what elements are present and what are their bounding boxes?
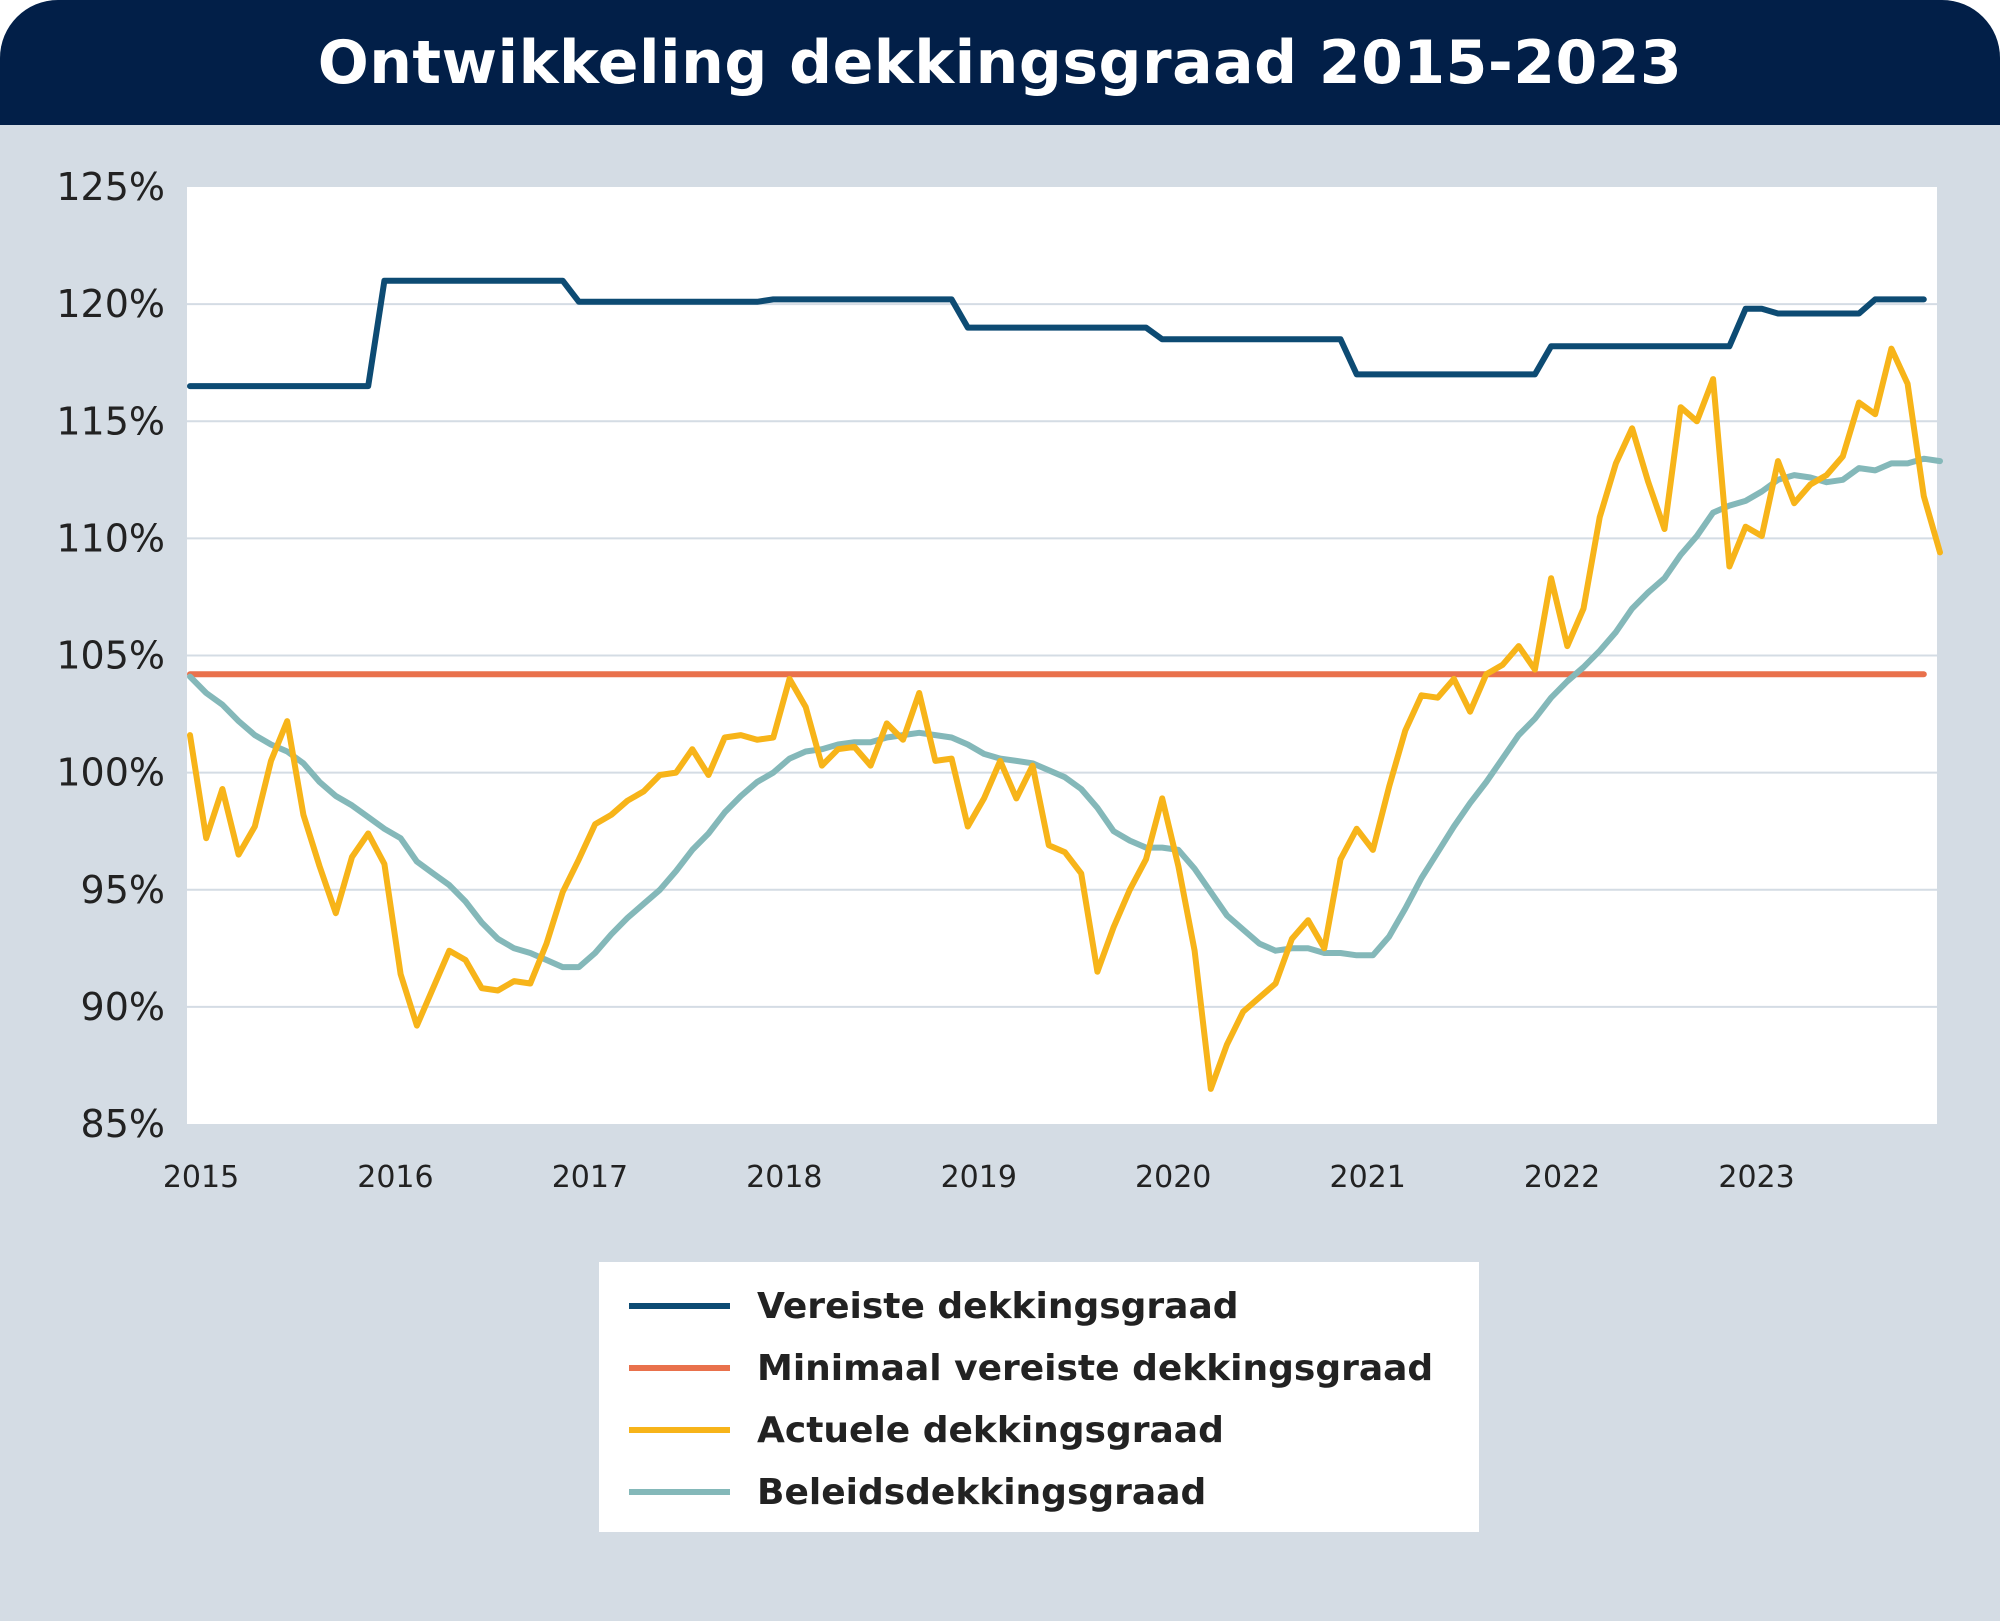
legend-swatch-minimaal: [629, 1365, 730, 1371]
x-tick-label: 2015: [163, 1160, 239, 1195]
y-tick-label: 85%: [81, 1102, 165, 1146]
chart-legend: Vereiste dekkingsgraad Minimaal vereiste…: [599, 1262, 1479, 1532]
chart-title: Ontwikkeling dekkingsgraad 2015-2023: [317, 27, 1683, 98]
x-tick-label: 2018: [746, 1160, 822, 1195]
legend-swatch-vereiste: [629, 1303, 730, 1309]
legend-item-beleids: Beleidsdekkingsgraad: [629, 1471, 1207, 1513]
y-tick-label: 110%: [56, 516, 165, 560]
legend-label-actuele: Actuele dekkingsgraad: [757, 1409, 1224, 1451]
legend-item-actuele: Actuele dekkingsgraad: [629, 1409, 1224, 1451]
legend-label-beleids: Beleidsdekkingsgraad: [757, 1471, 1207, 1513]
x-tick-label: 2020: [1135, 1160, 1211, 1195]
legend-swatch-beleids: [629, 1489, 730, 1495]
x-tick-label: 2022: [1524, 1160, 1600, 1195]
legend-item-vereiste: Vereiste dekkingsgraad: [629, 1285, 1239, 1327]
x-tick-label: 2023: [1718, 1160, 1794, 1195]
x-tick-label: 2021: [1329, 1160, 1405, 1195]
vereiste-line: [187, 277, 1927, 390]
actuele-line: [187, 345, 1943, 1092]
legend-label-vereiste: Vereiste dekkingsgraad: [757, 1285, 1239, 1327]
x-tick-label: 2017: [552, 1160, 628, 1195]
y-tick-label: 105%: [56, 634, 165, 678]
legend-item-minimaal: Minimaal vereiste dekkingsgraad: [629, 1347, 1434, 1389]
x-tick-label: 2019: [941, 1160, 1017, 1195]
y-tick-label: 115%: [56, 399, 165, 443]
legend-label-minimaal: Minimaal vereiste dekkingsgraad: [757, 1347, 1434, 1389]
x-tick-label: 2016: [357, 1160, 433, 1195]
y-tick-label: 125%: [56, 165, 165, 209]
title-bar: Ontwikkeling dekkingsgraad 2015-2023: [0, 0, 2000, 125]
legend-swatch-actuele: [629, 1427, 730, 1433]
y-tick-label: 120%: [56, 282, 165, 326]
y-tick-label: 95%: [81, 868, 165, 912]
y-tick-label: 90%: [81, 985, 165, 1029]
beleids-line: [187, 455, 1943, 971]
y-tick-label: 100%: [56, 751, 165, 795]
